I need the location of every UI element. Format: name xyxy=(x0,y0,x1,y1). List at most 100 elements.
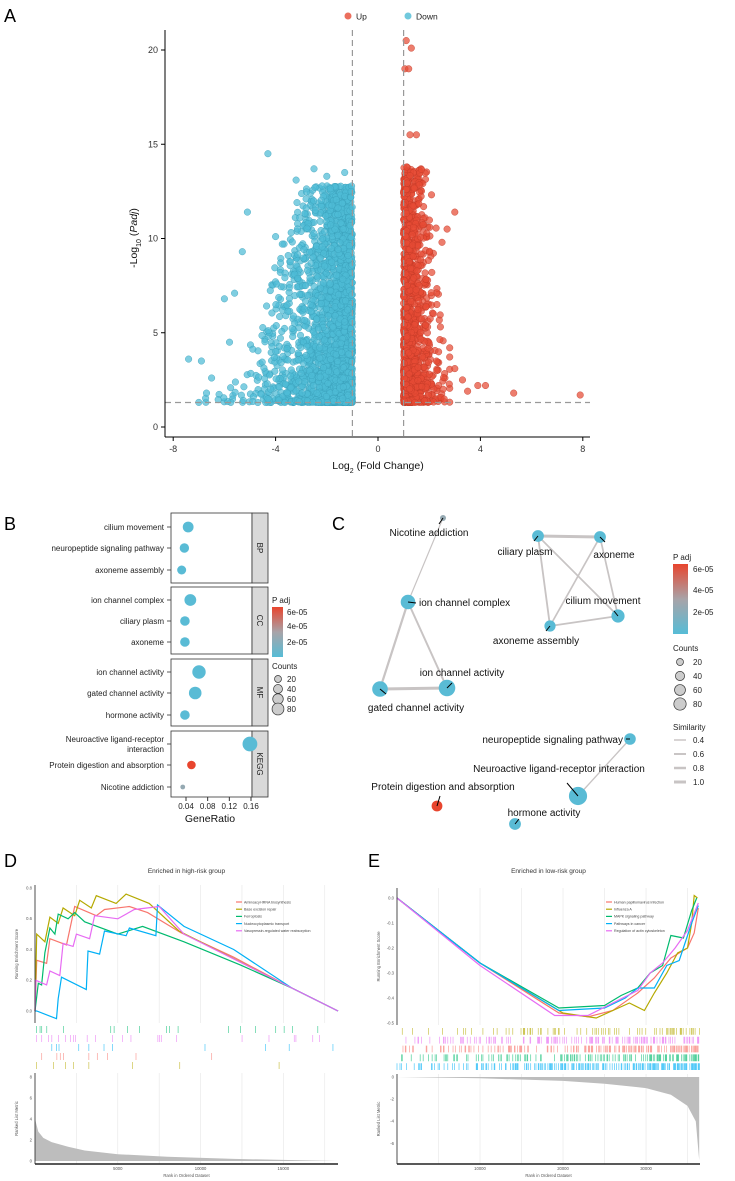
point-down xyxy=(271,367,279,375)
point-down xyxy=(306,274,314,282)
node-label: Nicotine addiction xyxy=(390,528,469,539)
point-down xyxy=(294,251,302,259)
node-label: cilium movement xyxy=(565,596,640,607)
point-down xyxy=(303,188,311,196)
point-down xyxy=(261,375,269,383)
y-tick-label: 0.4 xyxy=(26,947,32,952)
point-down xyxy=(345,242,353,250)
similarity-legend-label: 0.8 xyxy=(693,764,705,773)
term-label: ciliary plasm xyxy=(120,617,164,626)
point-up xyxy=(446,353,454,361)
point-up xyxy=(419,220,427,228)
point-up xyxy=(427,289,435,297)
y-tick-label: -0.5 xyxy=(387,1020,395,1025)
point-down xyxy=(275,342,283,350)
counts-legend-label: 60 xyxy=(693,686,702,695)
point-down xyxy=(329,323,337,331)
point-down xyxy=(227,384,235,392)
y-tick-label: 15 xyxy=(148,139,158,149)
point-up xyxy=(426,223,434,231)
point-down xyxy=(324,379,332,387)
x-title-part: (Fold Change) xyxy=(354,460,424,472)
point-up xyxy=(417,192,425,200)
point-down xyxy=(339,225,347,233)
point-up xyxy=(425,216,433,224)
y-tick-label: 0 xyxy=(153,422,158,432)
point-up xyxy=(424,256,432,264)
point-down xyxy=(247,369,255,377)
point-down xyxy=(197,357,205,365)
facet-strip-label: MF xyxy=(255,687,264,699)
y-tick-label: -2 xyxy=(390,1097,394,1102)
y-tick-label: 0 xyxy=(30,1158,33,1163)
point-down xyxy=(316,373,324,381)
plot-title: Enriched in high-risk group xyxy=(148,868,226,875)
point-down xyxy=(310,218,318,226)
node-label: ion channel complex xyxy=(419,598,510,609)
point-down xyxy=(323,172,331,180)
point-down xyxy=(289,312,297,320)
point-down xyxy=(333,368,341,376)
counts-legend-label: 80 xyxy=(287,705,296,714)
y-tick-label: 2 xyxy=(30,1137,33,1142)
point-up xyxy=(415,200,423,208)
point-up xyxy=(407,44,415,52)
ranked-metric-area xyxy=(35,1119,338,1161)
legend-label: Human papillomavirus infection xyxy=(614,900,664,904)
y-tick-label: 6 xyxy=(30,1095,33,1100)
point-down xyxy=(328,258,336,266)
point-up xyxy=(422,303,430,311)
point-down xyxy=(342,297,350,305)
point-up xyxy=(451,208,459,216)
point-up xyxy=(443,225,451,233)
hit-rug-row xyxy=(41,1053,213,1060)
point-down xyxy=(279,352,287,360)
point-down xyxy=(330,397,338,405)
point-down xyxy=(297,331,305,339)
point-down xyxy=(339,383,347,391)
y-tick-label: 0.8 xyxy=(26,885,32,890)
point-up xyxy=(406,172,414,180)
point-down xyxy=(348,342,356,350)
panel-letter-c: C xyxy=(332,514,345,534)
point-up xyxy=(415,297,423,305)
point-down xyxy=(281,274,289,282)
point-down xyxy=(341,168,349,176)
term-label: interaction xyxy=(127,745,164,754)
point-down xyxy=(303,266,311,274)
point-down xyxy=(318,182,326,190)
node-label: ciliary plasm xyxy=(497,547,552,558)
point-down xyxy=(276,334,284,342)
node-label: axoneme assembly xyxy=(493,636,579,647)
term-dot xyxy=(242,736,258,752)
point-down xyxy=(327,221,335,229)
point-down xyxy=(312,206,320,214)
facet-strip-label: BP xyxy=(255,543,264,554)
counts-legend-circle xyxy=(676,658,684,666)
point-down xyxy=(272,322,280,330)
similarity-edge xyxy=(378,601,410,690)
term-label: neuropeptide signaling pathway xyxy=(51,544,164,553)
point-down xyxy=(322,393,330,401)
point-down xyxy=(278,328,286,336)
point-down xyxy=(306,248,314,256)
point-up xyxy=(438,238,446,246)
x-tick-label: 0.08 xyxy=(200,802,216,811)
point-up xyxy=(403,179,411,187)
point-down xyxy=(338,348,346,356)
similarity-edge xyxy=(379,686,448,691)
y-tick-label: 0 xyxy=(392,1074,395,1079)
legend-similarity-title: Similarity xyxy=(673,723,705,732)
legend-padj-title: P adj xyxy=(272,596,290,605)
point-up xyxy=(424,345,432,353)
point-up xyxy=(418,383,426,391)
point-down xyxy=(347,233,355,241)
point-up xyxy=(428,268,436,276)
y-tick-label: 0.6 xyxy=(26,916,32,921)
point-down xyxy=(298,389,306,397)
legend-label: Nucleocytoplasmic transport xyxy=(244,922,289,926)
hit-rug-row xyxy=(396,1063,700,1070)
point-up xyxy=(421,397,429,405)
point-down xyxy=(300,254,308,262)
point-down xyxy=(278,240,286,248)
